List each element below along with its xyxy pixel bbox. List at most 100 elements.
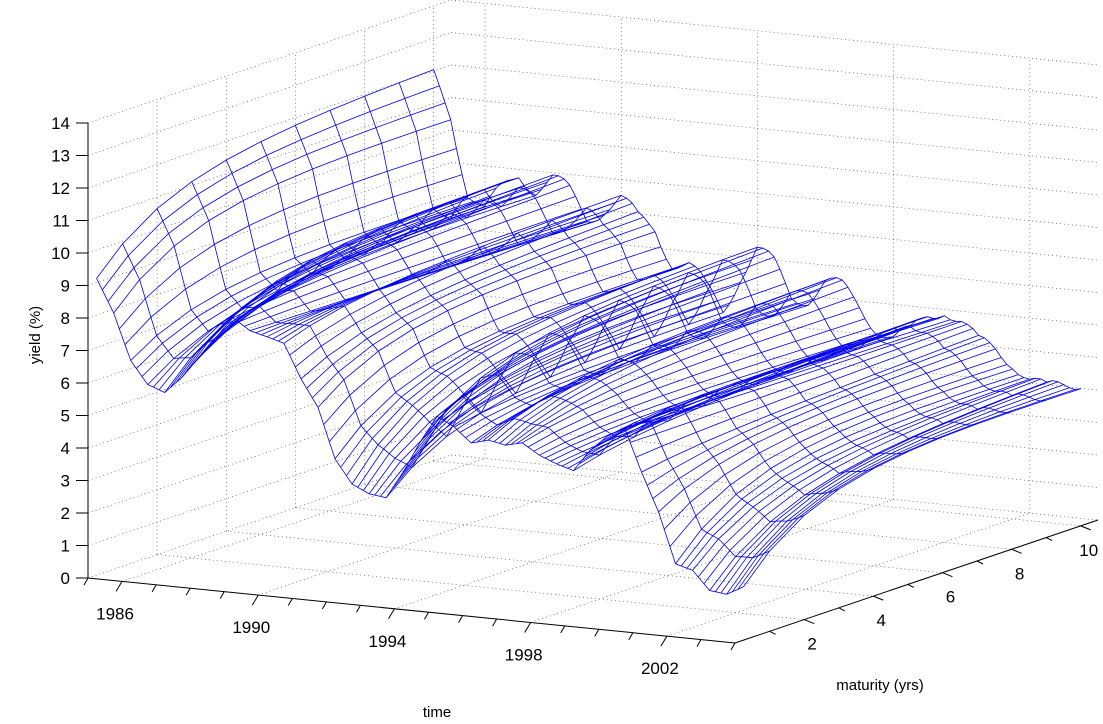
yield-tick-label: 9: [61, 277, 70, 296]
grid-layer: [87, 0, 1099, 637]
maturity-tick: [942, 572, 953, 578]
mesh-curve: [192, 192, 531, 365]
mesh-curve: [731, 387, 1070, 593]
maturity-minor-tick: [1045, 537, 1053, 542]
time-tick: [388, 608, 395, 620]
grid-line: [450, 32, 1099, 98]
maturity-tick: [1080, 525, 1091, 531]
time-minor-tick: [628, 632, 634, 640]
mesh-series-line: [260, 141, 909, 456]
mesh-curve: [124, 174, 463, 345]
mesh-curve: [686, 377, 1025, 569]
maturity-tick-label: 8: [1015, 564, 1024, 583]
grid-line: [364, 483, 1012, 550]
mesh-curve: [561, 330, 900, 467]
mesh-curve: [368, 280, 707, 495]
mesh-curve: [96, 69, 434, 279]
grid-line: [450, 97, 1099, 163]
mesh-series-line: [191, 181, 839, 496]
mesh-curve: [295, 203, 633, 368]
maturity-axis: [734, 519, 1099, 644]
mesh-curve: [675, 368, 1013, 565]
time-tick-label: 1998: [505, 645, 543, 664]
grid-line: [450, 227, 1099, 293]
grid-line: [87, 389, 452, 514]
mesh-curve: [289, 197, 627, 356]
grid-line: [450, 64, 1099, 131]
grid-line: [157, 554, 805, 620]
mesh-curve: [238, 196, 576, 323]
mesh-series-line: [364, 96, 1012, 414]
time-minor-tick: [594, 629, 600, 637]
grid-line: [450, 454, 1099, 521]
time-minor-tick: [355, 605, 361, 613]
time-minor-tick: [730, 642, 736, 651]
yield-tick-label: 10: [51, 244, 70, 263]
time-minor-tick: [185, 588, 191, 596]
mesh-series-line: [329, 110, 978, 426]
grid-line: [450, 0, 1099, 66]
grid-line: [87, 97, 452, 221]
grid-line: [258, 471, 622, 596]
time-minor-tick: [458, 615, 464, 623]
time-minor-tick: [492, 618, 498, 627]
grid-line: [87, 32, 452, 156]
maturity-tick: [803, 619, 815, 625]
yield-tick-label: 5: [61, 407, 70, 426]
maturity-tick-label: 10: [1079, 541, 1098, 560]
mesh-curve: [249, 221, 588, 331]
mesh-curve: [629, 323, 968, 443]
maturity-minor-tick: [907, 583, 915, 588]
yield-axis-title: yield (%): [27, 306, 44, 364]
yield-tick-label: 3: [61, 472, 70, 491]
maturity-minor-tick: [769, 630, 776, 635]
mesh-series-line: [122, 243, 770, 559]
mesh-curve: [493, 277, 832, 443]
mesh-curve: [306, 216, 644, 389]
yield-tick-label: 11: [52, 212, 70, 231]
time-tick-label: 1986: [96, 604, 134, 623]
time-tick-label: 1994: [369, 632, 407, 651]
time-tick-label: 2002: [641, 659, 679, 678]
yield-tick-label: 2: [61, 504, 70, 523]
mesh-curve: [317, 231, 656, 408]
grid-line: [450, 259, 1099, 326]
grid-line: [450, 129, 1099, 196]
time-tick-label: 1990: [232, 618, 270, 637]
yield-tick-label: 7: [61, 342, 70, 361]
yield-tick-label: 13: [51, 147, 70, 166]
time-axis-title: time: [423, 704, 451, 721]
yield-tick-label: 6: [61, 374, 70, 393]
grid-line: [295, 507, 943, 574]
grid-line: [394, 485, 758, 610]
maturity-tick-label: 4: [877, 611, 886, 630]
time-minor-tick: [424, 611, 429, 620]
yield-tick-label: 1: [61, 537, 70, 556]
mesh-curve: [556, 336, 894, 465]
grid-line: [450, 422, 1099, 488]
maturity-tick-label: 2: [807, 635, 816, 654]
mesh-curve: [204, 189, 542, 352]
time-tick: [115, 581, 123, 592]
mesh-series-line: [433, 69, 1081, 390]
mesh-curve: [232, 184, 571, 319]
mesh-curve: [743, 388, 1081, 587]
time-minor-tick: [321, 601, 327, 610]
grid-line: [450, 162, 1099, 228]
grid-line: [226, 530, 874, 597]
time-minor-tick: [83, 577, 89, 586]
grid-line: [87, 0, 452, 124]
yield-tick-label: 12: [51, 179, 70, 198]
maturity-axis-title: maturity (yrs): [836, 677, 924, 694]
grid-line: [87, 454, 452, 579]
time-minor-tick: [287, 598, 293, 606]
surface-mesh: [96, 69, 1081, 595]
grid-line: [450, 194, 1099, 261]
mesh-series-line: [398, 82, 1047, 402]
grid-line: [87, 292, 452, 416]
maturity-tick-label: 6: [946, 588, 955, 607]
yield-tick-label: 4: [61, 439, 70, 458]
axes: 0123456789101112131419861990199419982002…: [51, 114, 1098, 678]
maturity-tick: [873, 595, 884, 601]
